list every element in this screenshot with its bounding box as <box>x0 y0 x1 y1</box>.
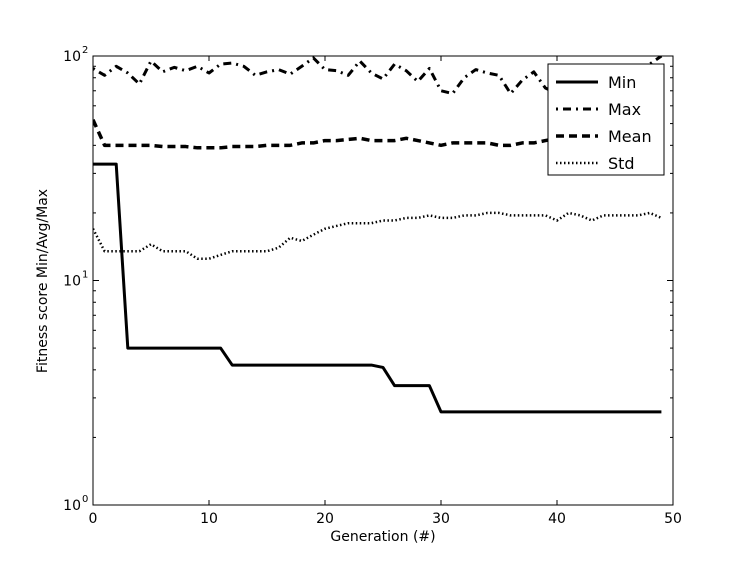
series-min-line <box>93 162 662 414</box>
x-tick-label: 30 <box>432 511 450 527</box>
series-layer <box>93 56 663 414</box>
series-std-line <box>93 211 662 260</box>
x-tick-label: 20 <box>316 511 334 527</box>
legend-label-min: Min <box>608 73 636 92</box>
y-axis-label: Fitness score Min/Avg/Max <box>35 189 51 373</box>
legend-label-std: Std <box>608 154 635 173</box>
y-tick-label: 10 <box>63 274 81 290</box>
x-axis-label: Generation (#) <box>330 529 435 545</box>
y-tick-exponent: 2 <box>82 45 88 56</box>
y-tick-exponent: 0 <box>82 494 88 505</box>
x-tick-label: 40 <box>548 511 566 527</box>
x-tick-label: 10 <box>200 511 218 527</box>
series-mean-line <box>93 119 558 150</box>
legend: Min Max Mean Std <box>547 63 665 176</box>
y-tick-label: 10 <box>63 49 81 65</box>
series-max-line <box>93 56 663 96</box>
y-tick-label: 10 <box>63 498 81 514</box>
x-tick-label: 0 <box>89 511 98 527</box>
x-tick-label: 50 <box>664 511 682 527</box>
legend-label-max: Max <box>608 100 641 119</box>
legend-label-mean: Mean <box>608 127 652 146</box>
y-tick-exponent: 1 <box>82 270 88 281</box>
